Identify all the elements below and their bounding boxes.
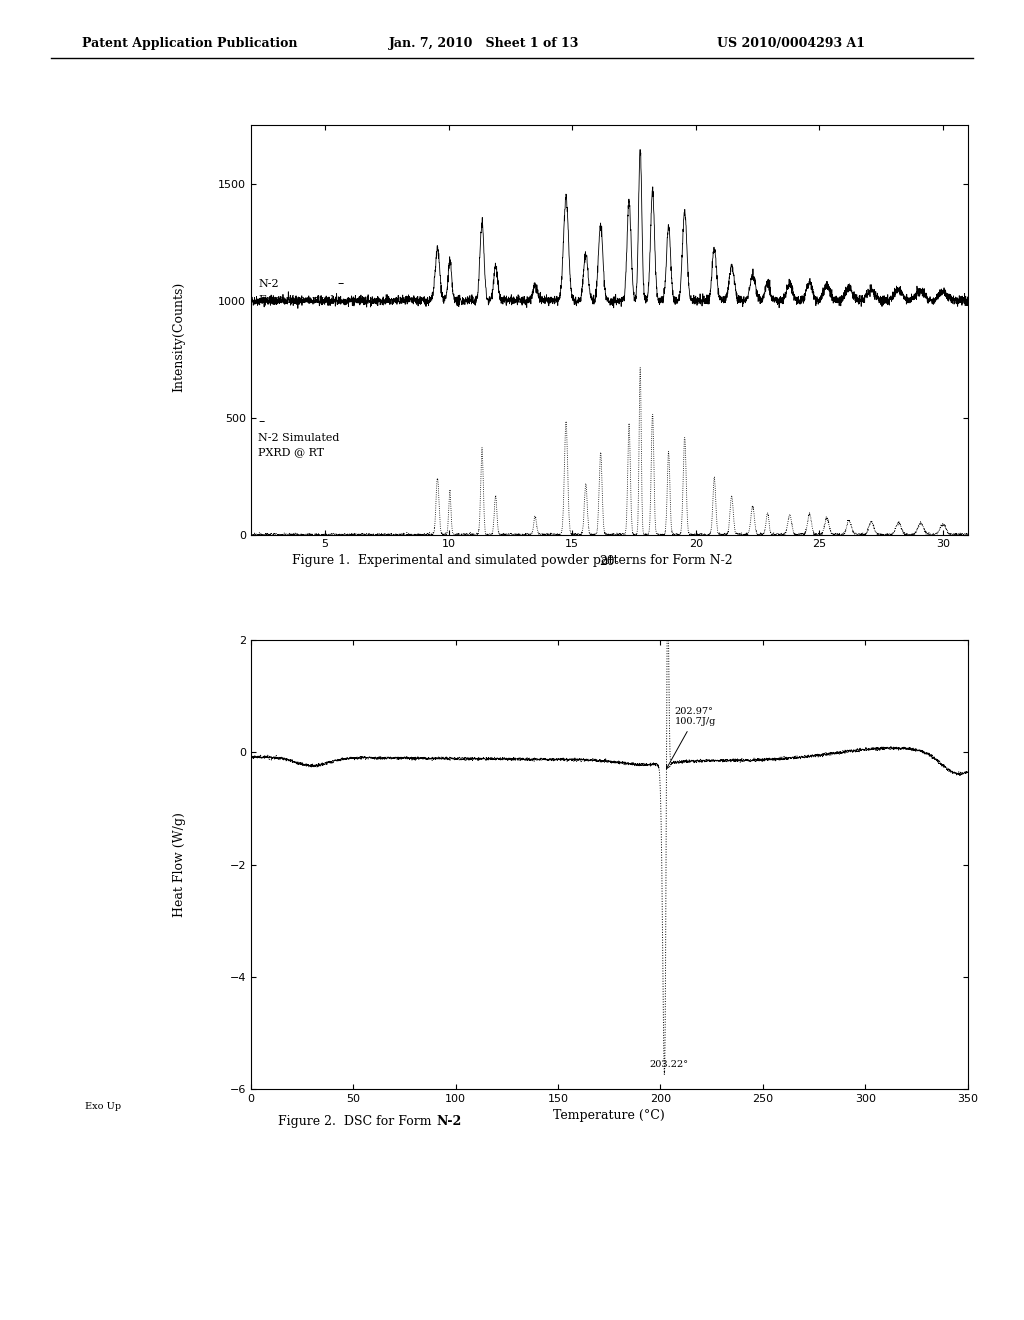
Text: 202.97°
100.7J/g: 202.97° 100.7J/g: [667, 708, 716, 768]
Text: US 2010/0004293 A1: US 2010/0004293 A1: [717, 37, 865, 50]
Text: N-2: N-2: [436, 1114, 462, 1127]
Text: Experimental: Experimental: [258, 296, 334, 305]
Text: Intensity(Counts): Intensity(Counts): [173, 281, 185, 392]
Text: Figure 1.  Experimental and simulated powder patterns for Form N-2: Figure 1. Experimental and simulated pow…: [292, 553, 732, 566]
Text: Patent Application Publication: Patent Application Publication: [82, 37, 297, 50]
X-axis label: 2θ-: 2θ-: [599, 554, 620, 568]
Text: Figure 2.  DSC for Form: Figure 2. DSC for Form: [278, 1114, 435, 1127]
Text: –: –: [258, 414, 264, 428]
Text: –: –: [337, 277, 344, 290]
Text: Jan. 7, 2010   Sheet 1 of 13: Jan. 7, 2010 Sheet 1 of 13: [389, 37, 580, 50]
Text: N-2: N-2: [258, 279, 279, 289]
X-axis label: Temperature (°C): Temperature (°C): [553, 1109, 666, 1122]
Text: PXRD @ RT: PXRD @ RT: [258, 447, 325, 457]
Text: Heat Flow (W/g): Heat Flow (W/g): [173, 812, 185, 917]
Text: 203.22°: 203.22°: [649, 1060, 688, 1069]
Text: Exo Up: Exo Up: [85, 1102, 121, 1111]
Text: N-2 Simulated: N-2 Simulated: [258, 433, 340, 444]
